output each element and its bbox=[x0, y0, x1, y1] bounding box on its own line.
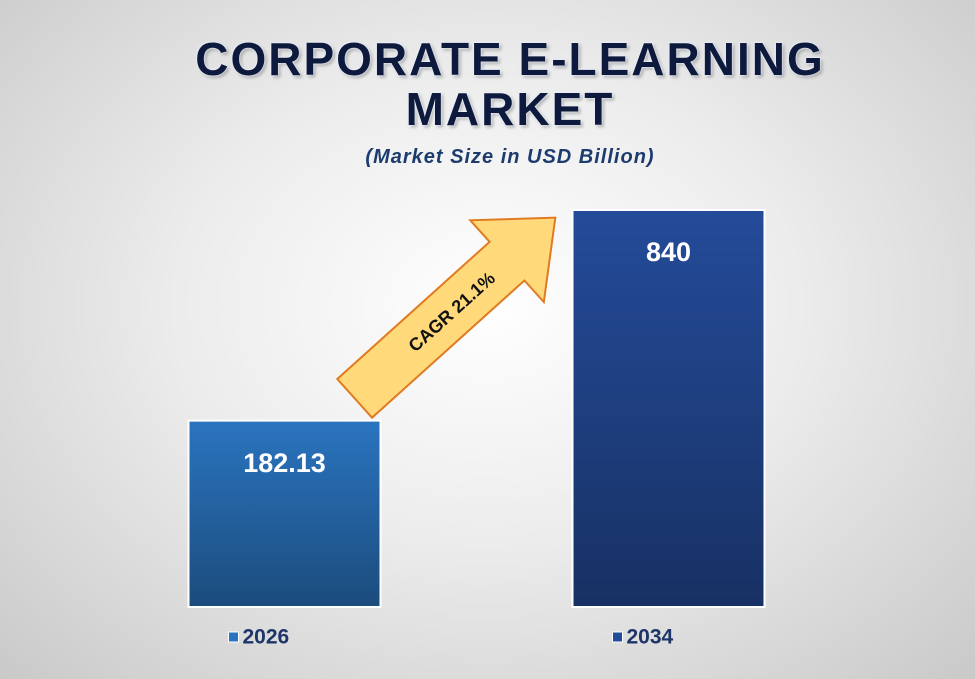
bar-shade bbox=[573, 211, 764, 607]
cagr-arrow: CAGR 21.1% bbox=[335, 216, 557, 420]
legend-swatch bbox=[228, 631, 239, 643]
chart-title: CORPORATE E-LEARNING MARKET bbox=[195, 33, 825, 135]
chart-subtitle: (Market Size in USD Billion) bbox=[365, 146, 655, 168]
value-label: 840 bbox=[646, 237, 691, 267]
legend-swatch bbox=[612, 631, 623, 643]
legend-label: 2026 bbox=[243, 626, 290, 649]
arrow-shape bbox=[335, 216, 557, 420]
value-label: 182.13 bbox=[243, 448, 326, 478]
legend-label: 2034 bbox=[627, 626, 674, 649]
bar-shade bbox=[189, 421, 380, 606]
